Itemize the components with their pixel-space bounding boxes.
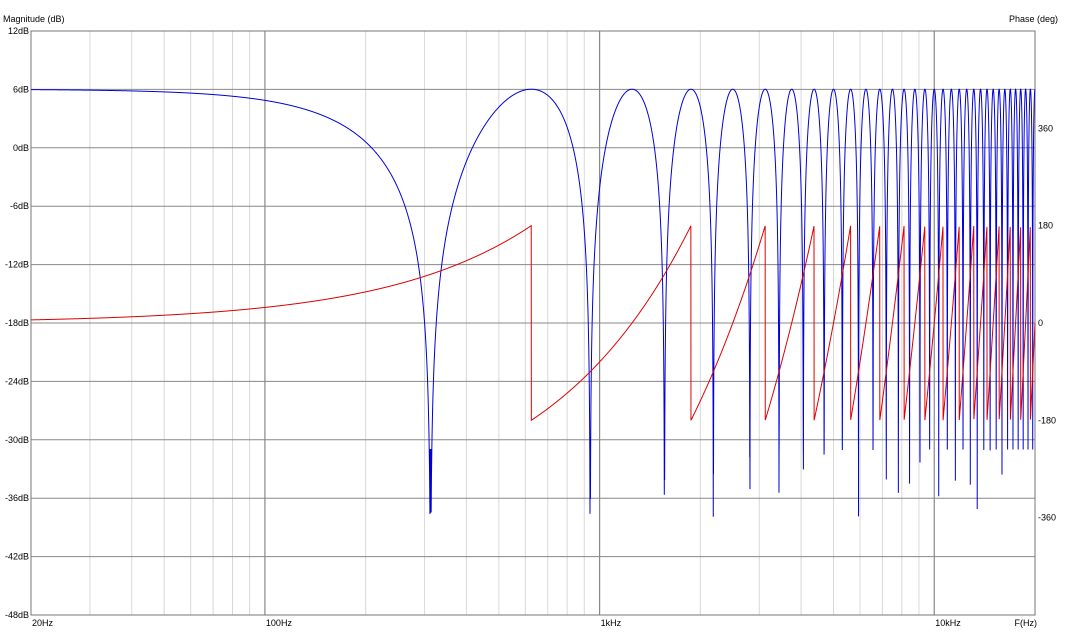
y-left-tick-label: -24dB (5, 376, 29, 386)
y-left-tick-label: 6dB (13, 84, 29, 94)
y-left-tick-label: -12dB (5, 260, 29, 270)
labels: Magnitude (dB) Phase (deg) F(Hz) 12dB 6dB… (3, 14, 1058, 628)
y-left-tick-label: -42dB (5, 552, 29, 562)
y-right-tick-label: 180 (1038, 221, 1053, 231)
y-right-tick-label: -360 (1038, 513, 1056, 523)
y-left-tick-label: 0dB (13, 143, 29, 153)
x-tick-label: 1kHz (601, 618, 622, 628)
x-axis-title: F(Hz) (1015, 618, 1038, 628)
y-left-tick-label: -6dB (10, 201, 29, 211)
x-tick-label: 100Hz (266, 618, 293, 628)
y-right-tick-label: 0 (1038, 318, 1043, 328)
y-left-tick-label: -18dB (5, 318, 29, 328)
y-right-tick-label: 360 (1038, 123, 1053, 133)
y-left-tick-label: -30dB (5, 435, 29, 445)
phase-series-line (30, 224, 1036, 422)
magnitude-series-line (31, 88, 1036, 517)
x-tick-label: 20Hz (32, 618, 54, 628)
y-right-axis-title: Phase (deg) (1009, 14, 1058, 24)
y-left-axis-title: Magnitude (dB) (3, 14, 65, 24)
x-tick-label: 10kHz (935, 618, 961, 628)
series (30, 88, 1036, 517)
y-left-tick-label: -36dB (5, 493, 29, 503)
y-left-tick-label: 12dB (8, 26, 29, 36)
y-right-tick-label: -180 (1038, 415, 1056, 425)
y-left-tick-label: -48dB (5, 610, 29, 620)
